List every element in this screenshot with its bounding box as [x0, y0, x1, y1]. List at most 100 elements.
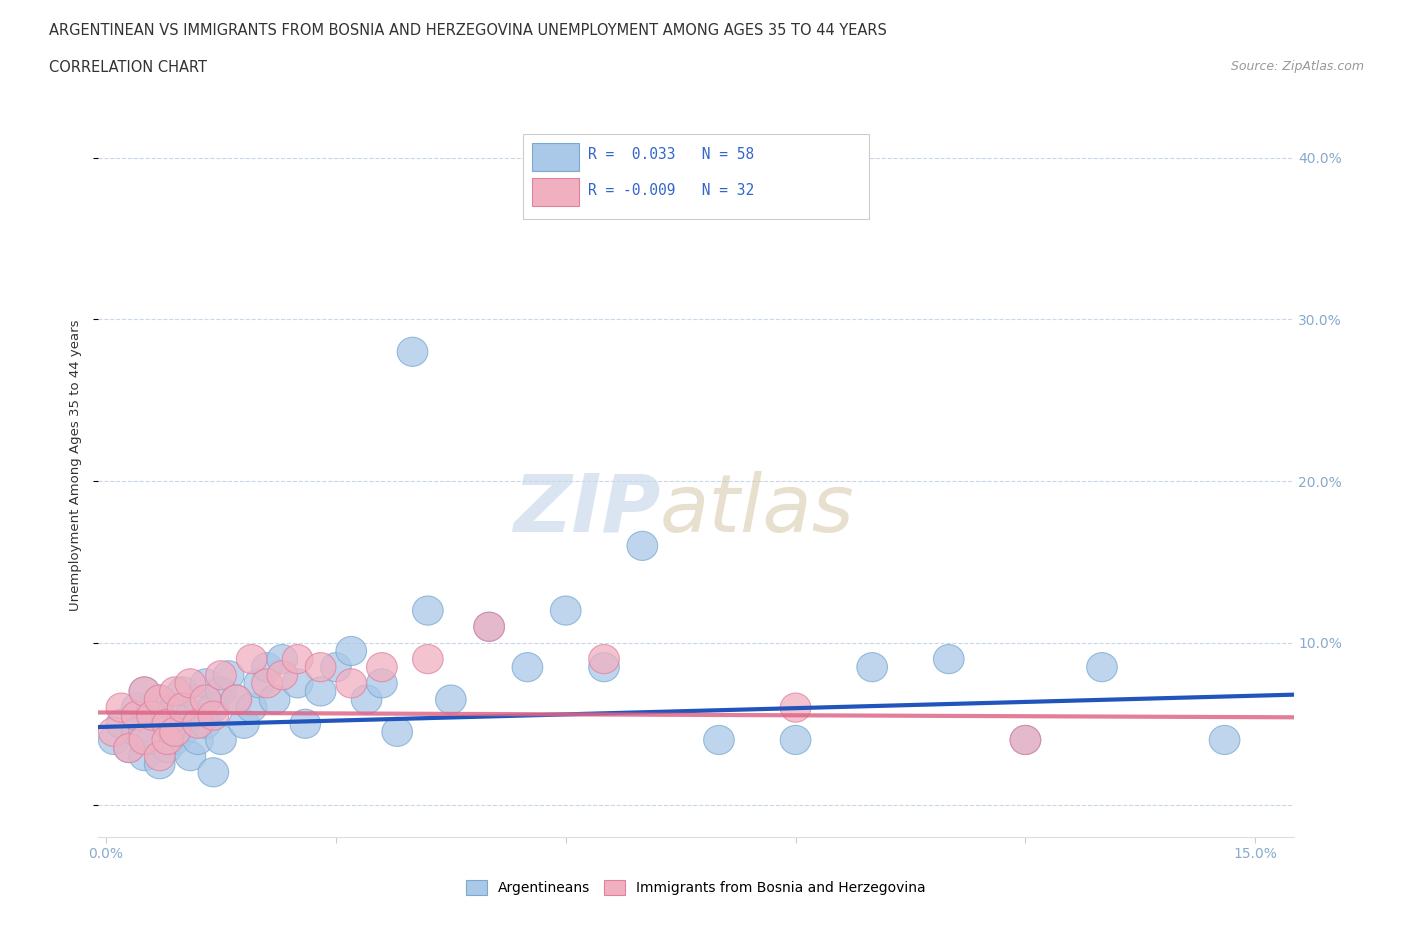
Ellipse shape — [152, 710, 183, 738]
Ellipse shape — [145, 685, 174, 714]
Ellipse shape — [167, 693, 198, 723]
Ellipse shape — [121, 693, 152, 723]
Ellipse shape — [780, 693, 811, 723]
Ellipse shape — [121, 717, 152, 747]
Ellipse shape — [245, 669, 274, 698]
Ellipse shape — [589, 653, 620, 682]
Ellipse shape — [382, 717, 412, 747]
Ellipse shape — [283, 669, 314, 698]
Ellipse shape — [183, 725, 214, 754]
Legend: Argentineans, Immigrants from Bosnia and Herzegovina: Argentineans, Immigrants from Bosnia and… — [461, 875, 931, 901]
Ellipse shape — [352, 685, 382, 714]
Ellipse shape — [160, 693, 190, 723]
Ellipse shape — [412, 596, 443, 625]
Ellipse shape — [114, 734, 145, 763]
Ellipse shape — [129, 741, 160, 771]
Ellipse shape — [412, 644, 443, 673]
Ellipse shape — [183, 685, 214, 714]
Ellipse shape — [152, 710, 183, 738]
Text: Source: ZipAtlas.com: Source: ZipAtlas.com — [1230, 60, 1364, 73]
Ellipse shape — [190, 710, 221, 738]
FancyBboxPatch shape — [533, 143, 579, 171]
Text: ZIP: ZIP — [513, 471, 661, 549]
Ellipse shape — [136, 725, 167, 754]
Ellipse shape — [627, 531, 658, 561]
Ellipse shape — [136, 701, 167, 730]
Ellipse shape — [160, 717, 190, 747]
Ellipse shape — [174, 669, 205, 698]
Y-axis label: Unemployment Among Ages 35 to 44 years: Unemployment Among Ages 35 to 44 years — [69, 319, 83, 611]
Text: R =  0.033   N = 58: R = 0.033 N = 58 — [588, 147, 755, 162]
Ellipse shape — [205, 677, 236, 706]
Ellipse shape — [703, 725, 734, 754]
Ellipse shape — [105, 693, 136, 723]
Ellipse shape — [229, 710, 259, 738]
Ellipse shape — [550, 596, 581, 625]
Ellipse shape — [221, 685, 252, 714]
Ellipse shape — [336, 636, 367, 666]
Ellipse shape — [198, 701, 229, 730]
Ellipse shape — [190, 669, 221, 698]
Ellipse shape — [436, 685, 467, 714]
Ellipse shape — [160, 677, 190, 706]
Ellipse shape — [114, 734, 145, 763]
Ellipse shape — [121, 701, 152, 730]
Ellipse shape — [160, 725, 190, 754]
Ellipse shape — [1010, 725, 1040, 754]
Ellipse shape — [259, 685, 290, 714]
Ellipse shape — [512, 653, 543, 682]
Ellipse shape — [252, 669, 283, 698]
Ellipse shape — [105, 710, 136, 738]
Ellipse shape — [190, 685, 221, 714]
Ellipse shape — [152, 734, 183, 763]
Ellipse shape — [221, 685, 252, 714]
Ellipse shape — [267, 644, 298, 673]
Text: CORRELATION CHART: CORRELATION CHART — [49, 60, 207, 75]
Ellipse shape — [474, 612, 505, 642]
Ellipse shape — [145, 685, 174, 714]
Ellipse shape — [474, 612, 505, 642]
Ellipse shape — [367, 653, 396, 682]
Ellipse shape — [152, 725, 183, 754]
Ellipse shape — [589, 644, 620, 673]
Ellipse shape — [129, 725, 160, 754]
Ellipse shape — [1209, 725, 1240, 754]
FancyBboxPatch shape — [533, 178, 579, 206]
Text: ARGENTINEAN VS IMMIGRANTS FROM BOSNIA AND HERZEGOVINA UNEMPLOYMENT AMONG AGES 35: ARGENTINEAN VS IMMIGRANTS FROM BOSNIA AN… — [49, 23, 887, 38]
Ellipse shape — [129, 677, 160, 706]
Ellipse shape — [252, 653, 283, 682]
Ellipse shape — [205, 660, 236, 690]
Ellipse shape — [214, 660, 245, 690]
Ellipse shape — [305, 677, 336, 706]
Ellipse shape — [321, 653, 352, 682]
Ellipse shape — [198, 693, 229, 723]
Ellipse shape — [1010, 725, 1040, 754]
Ellipse shape — [145, 750, 174, 778]
Ellipse shape — [129, 677, 160, 706]
Ellipse shape — [174, 701, 205, 730]
Ellipse shape — [145, 741, 174, 771]
Ellipse shape — [398, 338, 427, 366]
Ellipse shape — [305, 653, 336, 682]
FancyBboxPatch shape — [523, 134, 869, 219]
Ellipse shape — [367, 669, 396, 698]
Ellipse shape — [236, 693, 267, 723]
Ellipse shape — [283, 644, 314, 673]
Ellipse shape — [856, 653, 887, 682]
Ellipse shape — [167, 717, 198, 747]
Ellipse shape — [183, 710, 214, 738]
Ellipse shape — [198, 758, 229, 787]
Ellipse shape — [267, 660, 298, 690]
Ellipse shape — [174, 741, 205, 771]
Ellipse shape — [167, 677, 198, 706]
Ellipse shape — [336, 669, 367, 698]
Text: R = -0.009   N = 32: R = -0.009 N = 32 — [588, 183, 755, 198]
Ellipse shape — [934, 644, 965, 673]
Ellipse shape — [780, 725, 811, 754]
Ellipse shape — [1087, 653, 1118, 682]
Ellipse shape — [98, 725, 129, 754]
Ellipse shape — [290, 710, 321, 738]
Ellipse shape — [98, 717, 129, 747]
Ellipse shape — [236, 644, 267, 673]
Ellipse shape — [205, 725, 236, 754]
